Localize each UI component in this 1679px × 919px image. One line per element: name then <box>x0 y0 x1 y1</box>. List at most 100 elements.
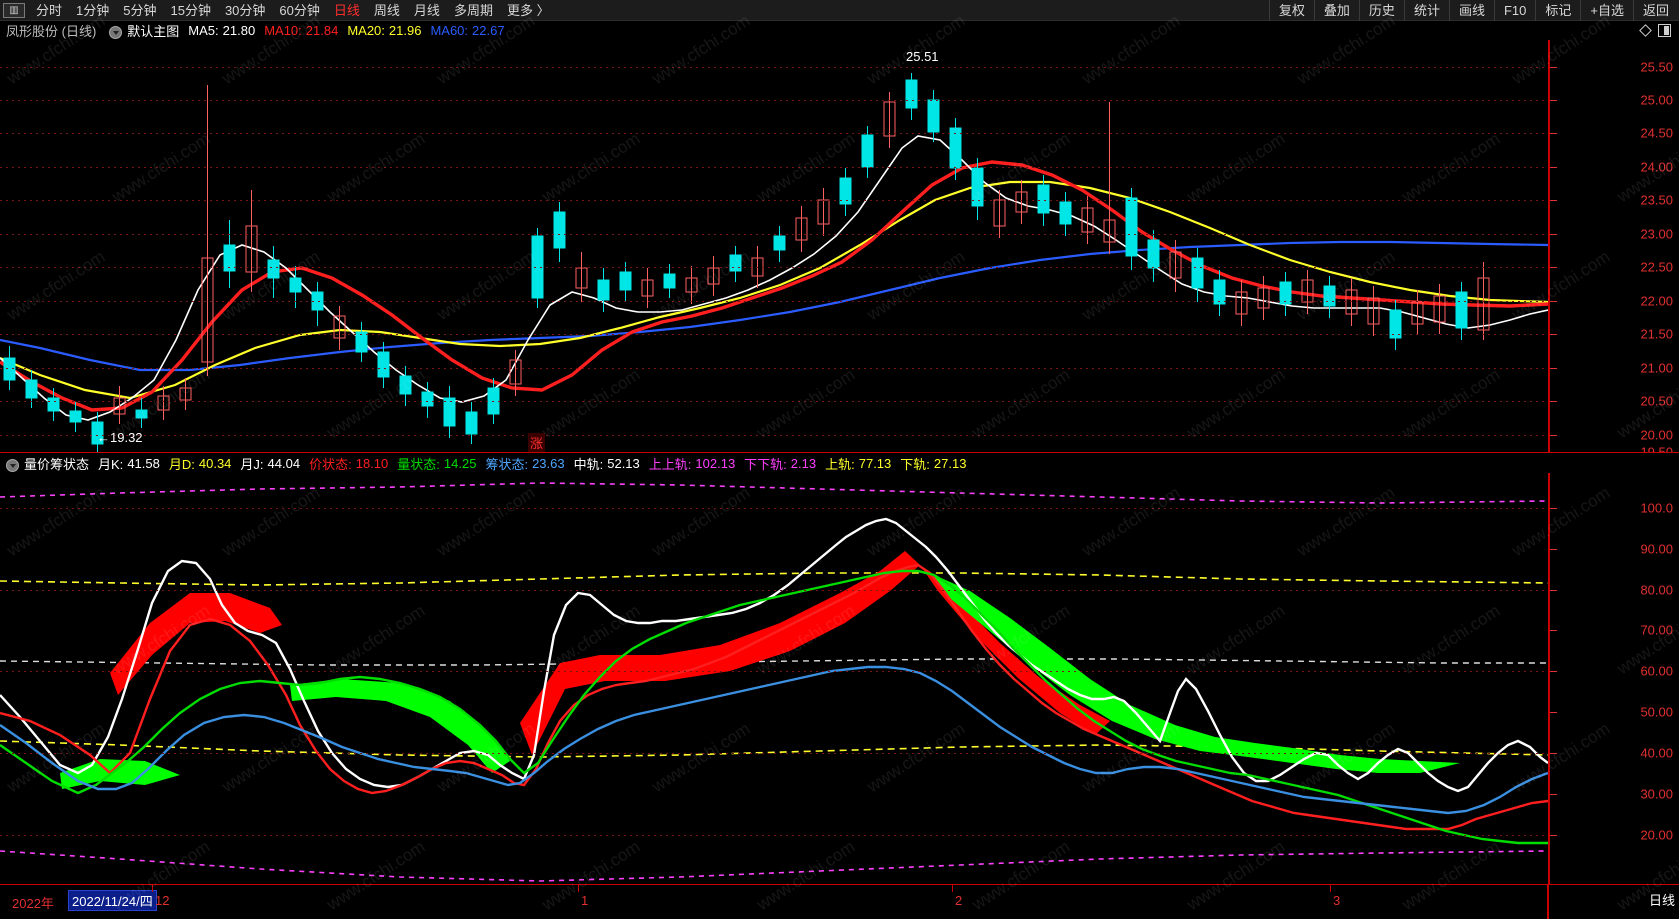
price-tick: 20.00 <box>1640 427 1673 443</box>
period-5min[interactable]: 5分钟 <box>123 2 157 18</box>
ma10-value: 21.84 <box>305 23 339 38</box>
price-tick: 25.50 <box>1640 59 1673 75</box>
indicator-tick: 60.00 <box>1640 663 1673 679</box>
panel-toggle-icon[interactable] <box>1658 24 1671 37</box>
ma5-label: MA5: <box>188 23 219 38</box>
month-tick-2: 2 <box>955 893 963 908</box>
year-label: 2022年 <box>12 896 54 911</box>
date-axis-bar[interactable]: 2022年 2022/11/24/四 12 1 2 3 日线 <box>0 885 1679 919</box>
period-more[interactable]: 更多 〉 <box>506 2 550 18</box>
field-upper-upper-label: 上上轨: <box>648 456 692 472</box>
pane-divider-top <box>0 452 1679 453</box>
high-price-annotation: 25.51 <box>906 49 939 64</box>
chevron-down-icon-indicator[interactable] <box>6 458 19 472</box>
indicator-tick: 100.0 <box>1640 500 1673 516</box>
btn-drawline[interactable]: 画线 <box>1448 0 1494 21</box>
field-chip-state-label: 筹状态: <box>485 456 529 472</box>
price-tick: 19.50 <box>1640 444 1673 453</box>
field-yuej-label: 月J: <box>240 456 264 472</box>
indicator-tick: 80.00 <box>1640 582 1673 598</box>
price-y-axis: 25.50 25.00 24.50 24.00 23.50 23.00 22.5… <box>1548 40 1679 452</box>
field-yued-value: 40.34 <box>198 455 232 471</box>
indicator-tick: 70.00 <box>1640 622 1673 638</box>
field-lower-lower-value: 2.13 <box>790 455 817 471</box>
price-plot-area[interactable]: 25.51 ←19.32 涨 <box>0 40 1548 452</box>
low-price-annotation: ←19.32 <box>97 430 143 445</box>
price-chart-legend: 凤形股份 (日线) 默认主图 MA5: 21.80 MA10: 21.84 MA… <box>0 21 1679 40</box>
btn-f10[interactable]: F10 <box>1493 0 1535 21</box>
period-weekly[interactable]: 周线 <box>373 2 400 18</box>
ma5-value: 21.80 <box>222 23 256 38</box>
price-tick: 20.50 <box>1640 393 1673 409</box>
btn-add-watchlist[interactable]: +自选 <box>1580 0 1633 21</box>
price-tick: 23.50 <box>1640 192 1673 208</box>
field-price-state-value: 18.10 <box>355 455 389 471</box>
indicator-curves-svg <box>0 482 1548 882</box>
period-indicator-label: 日线 <box>1648 893 1675 908</box>
period-multi[interactable]: 多周期 <box>453 2 493 18</box>
indicator-tick: 50.00 <box>1640 704 1673 720</box>
btn-back[interactable]: 返回 <box>1632 0 1679 21</box>
field-upper-band-label: 上轨: <box>825 456 855 472</box>
btn-statistics[interactable]: 统计 <box>1403 0 1449 21</box>
btn-adjust[interactable]: 复权 <box>1268 0 1314 21</box>
chevron-down-icon[interactable] <box>109 26 123 39</box>
field-upper-band-value: 77.13 <box>858 455 892 471</box>
selected-date-label: 2022/11/24/四 <box>68 890 157 911</box>
field-volume-state-value: 14.25 <box>443 455 477 471</box>
price-tick: 22.00 <box>1640 293 1673 309</box>
ma20-value: 21.96 <box>388 23 422 38</box>
indicator-tick: 20.00 <box>1640 827 1673 843</box>
period-60min[interactable]: 60分钟 <box>279 2 320 18</box>
ma60-value: 22.67 <box>472 23 505 38</box>
btn-history[interactable]: 历史 <box>1358 0 1404 21</box>
indicator-plot-area[interactable] <box>0 473 1548 885</box>
main-indicator-name[interactable]: 默认主图 <box>127 24 180 39</box>
price-tick: 23.00 <box>1640 226 1673 242</box>
month-tick-3: 3 <box>1333 893 1341 908</box>
field-yuek-value: 41.58 <box>127 455 160 471</box>
field-price-state-label: 价状态: <box>309 456 352 472</box>
period-1min[interactable]: 1分钟 <box>76 2 110 18</box>
period-15min[interactable]: 15分钟 <box>170 2 211 18</box>
diamond-icon[interactable] <box>1639 24 1652 37</box>
indicator-name[interactable]: 量价筹状态 <box>24 456 90 472</box>
field-upper-upper-value: 102.13 <box>695 455 736 471</box>
toolbar-right-group: 复权 叠加 历史 统计 画线 F10 标记 +自选 返回 <box>1268 0 1679 21</box>
btn-mark[interactable]: 标记 <box>1535 0 1580 21</box>
month-tick-1: 1 <box>581 893 589 908</box>
indicator-tick: 30.00 <box>1640 786 1673 802</box>
price-chart-pane[interactable]: 25.51 ←19.32 涨 25.50 25.00 24.50 24.00 2… <box>0 40 1679 452</box>
field-chip-state-value: 23.63 <box>532 455 565 471</box>
price-tick: 24.50 <box>1640 125 1673 141</box>
field-yued-label: 月D: <box>168 456 195 472</box>
field-mid-band-label: 中轨: <box>573 456 604 472</box>
period-daily[interactable]: 日线 <box>333 2 360 18</box>
period-30min[interactable]: 30分钟 <box>224 2 266 18</box>
legend-right-icons <box>1639 24 1679 37</box>
price-tick: 22.50 <box>1640 259 1673 275</box>
indicator-chart-pane[interactable]: 100.0 90.00 80.00 70.00 60.00 50.00 40.0… <box>0 473 1679 885</box>
window-icon[interactable]: ▥ <box>3 2 25 18</box>
pane-divider-bottom <box>0 884 1679 885</box>
field-lower-band-value: 27.13 <box>933 455 967 471</box>
period-monthly[interactable]: 月线 <box>413 2 440 18</box>
price-tick: 25.00 <box>1640 92 1673 108</box>
indicator-y-axis: 100.0 90.00 80.00 70.00 60.00 50.00 40.0… <box>1548 473 1679 885</box>
field-yuek-label: 月K: <box>98 456 124 472</box>
price-tick: 24.00 <box>1640 159 1673 175</box>
ma10-label: MA10: <box>264 23 302 38</box>
field-yuej-value: 44.04 <box>267 455 301 471</box>
indicator-tick: 40.00 <box>1640 745 1673 761</box>
price-tick: 21.00 <box>1640 360 1673 376</box>
month-tick-12: 12 <box>155 893 170 908</box>
btn-overlay[interactable]: 叠加 <box>1313 0 1359 21</box>
field-lower-lower-label: 下下轨: <box>744 456 787 472</box>
period-fenshi[interactable]: 分时 <box>36 2 63 18</box>
indicator-tick: 90.00 <box>1640 541 1673 557</box>
field-lower-band-label: 下轨: <box>900 456 930 472</box>
field-volume-state-label: 量状态: <box>397 456 440 472</box>
date-axis-right-divider <box>1547 885 1549 919</box>
stock-name-label: 凤形股份 (日线) <box>6 24 97 39</box>
